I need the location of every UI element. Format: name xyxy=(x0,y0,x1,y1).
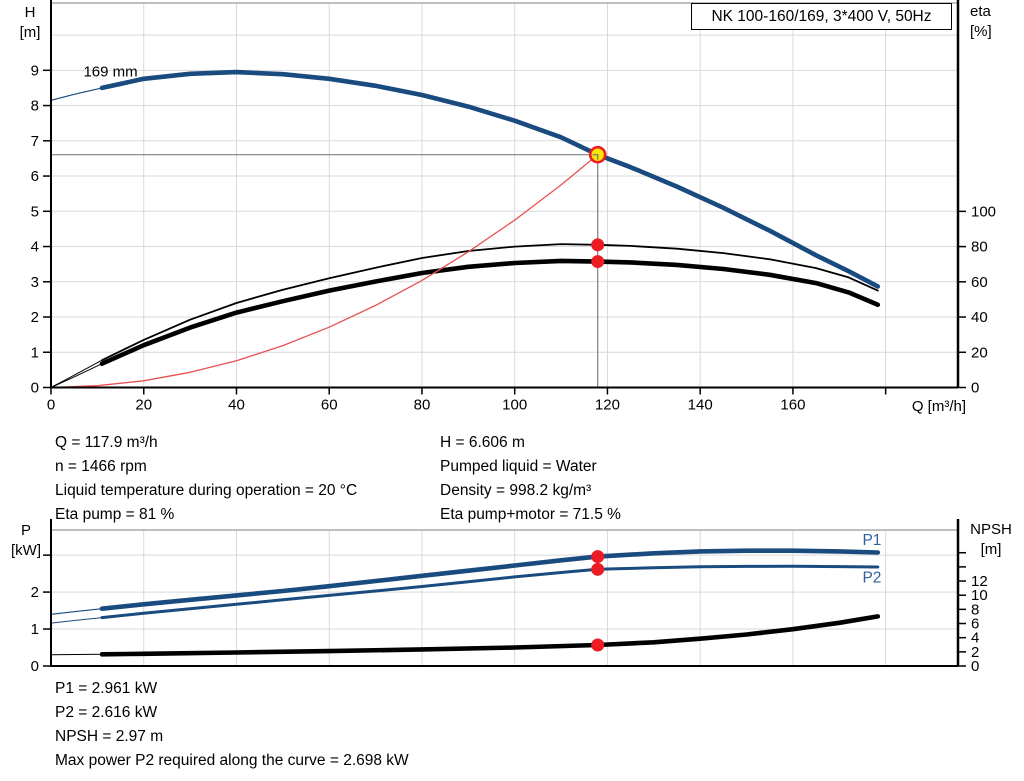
curve-label-169 mm: 169 mm xyxy=(83,64,137,81)
info-density: Density = 998.2 kg/m³ xyxy=(440,482,592,499)
y-tick-label-left: 1 xyxy=(31,344,39,361)
y-tick-label-right: 0 xyxy=(971,658,979,675)
operating-point-dot xyxy=(591,562,605,576)
y-tick-label-right: 0 xyxy=(971,380,979,397)
y-tick-label-left: 2 xyxy=(31,584,39,601)
curve-P1 xyxy=(50,608,103,615)
operating-point-dot xyxy=(591,638,605,652)
info-speed: n = 1466 rpm xyxy=(55,458,147,475)
y-tick-label-left: 2 xyxy=(31,309,39,326)
pump-title-box: NK 100-160/169, 3*400 V, 50Hz xyxy=(691,3,952,30)
operating-point-dot xyxy=(591,550,605,564)
y-tick-label-right: 60 xyxy=(971,274,988,291)
info-max-power: Max power P2 required along the curve = … xyxy=(55,752,409,769)
info-pumped-liquid: Pumped liquid = Water xyxy=(440,458,597,475)
head-efficiency-chart: 0 20 40 60 80 100 120 140 160 0 1 2 3 4 5 6 7 8 9 0 20 40 60 80… xyxy=(31,0,996,414)
operating-point-dot xyxy=(591,238,605,252)
y-tick-label-left: 7 xyxy=(31,133,39,150)
crosshair-corner-stub xyxy=(592,153,599,160)
x-tick-label: 100 xyxy=(502,397,527,414)
x-tick-label: 60 xyxy=(321,397,338,414)
info-head: H = 6.606 m xyxy=(440,434,525,451)
x-tick-label: 40 xyxy=(228,397,245,414)
y-tick-label-left: 4 xyxy=(31,239,39,256)
curve-label-P1: P1 xyxy=(862,532,881,549)
y-tick-label-left: 0 xyxy=(31,380,39,397)
info-eta-pump: Eta pump = 81 % xyxy=(55,506,175,523)
info-p1: P1 = 2.961 kW xyxy=(55,680,158,697)
curve-label-P2: P2 xyxy=(862,569,881,586)
info-npsh: NPSH = 2.97 m xyxy=(55,728,164,745)
duty-info-right: H = 6.606 m Pumped liquid = Water Densit… xyxy=(440,431,621,527)
y-tick-label-right: 2 xyxy=(971,644,979,661)
curve-P2 xyxy=(50,617,103,624)
operating-point-dot xyxy=(591,255,605,269)
y-tick-label-left: 9 xyxy=(31,62,39,79)
y-tick-label-left: 8 xyxy=(31,98,39,115)
duty-info-left: Q = 117.9 m³/h n = 1466 rpm Liquid tempe… xyxy=(55,431,357,527)
y-tick-label-right: 12 xyxy=(971,573,988,590)
power-info-block: P1 = 2.961 kW P2 = 2.616 kW NPSH = 2.97 … xyxy=(55,677,409,773)
curve-eta-pump xyxy=(101,243,879,362)
axis-title-eta: eta [%] xyxy=(970,3,992,40)
y-tick-label-right: 10 xyxy=(971,587,988,604)
axis-title-head: H [m] xyxy=(19,4,41,41)
y-tick-label-right: 6 xyxy=(971,616,979,633)
y-tick-label-right: 100 xyxy=(971,203,996,220)
info-flow: Q = 117.9 m³/h xyxy=(55,434,158,451)
curve-eta-pump xyxy=(50,359,103,388)
curve-P2 xyxy=(100,564,880,620)
x-tick-label: 20 xyxy=(135,397,152,414)
y-tick-label-right: 80 xyxy=(971,239,988,256)
x-tick-label: 120 xyxy=(595,397,620,414)
y-tick-label-left: 1 xyxy=(31,621,39,638)
y-tick-label-left: 5 xyxy=(31,203,39,220)
info-liquid-temp: Liquid temperature during operation = 20… xyxy=(55,482,358,499)
axis-title-power: P [kW] xyxy=(11,522,41,559)
y-tick-label-right: 8 xyxy=(971,601,979,618)
info-p2: P2 = 2.616 kW xyxy=(55,704,158,721)
curve-NPSH xyxy=(99,614,881,657)
y-tick-label-left: 0 xyxy=(31,658,39,675)
y-tick-label-right: 4 xyxy=(971,630,979,647)
x-tick-label: 80 xyxy=(414,397,431,414)
curve-head-curve-169mm xyxy=(50,87,103,101)
y-tick-label-left: 6 xyxy=(31,168,39,185)
axis-title-flow: Q [m³/h] xyxy=(911,398,966,415)
y-tick-label-left: 3 xyxy=(31,274,39,291)
info-eta-pump-motor: Eta pump+motor = 71.5 % xyxy=(440,506,621,523)
x-tick-label: 140 xyxy=(688,397,713,414)
x-tick-label: 160 xyxy=(780,397,805,414)
curve-eta-pump-motor xyxy=(99,258,881,367)
curve-head-curve-169mm xyxy=(99,69,881,289)
curve-P1 xyxy=(99,548,881,612)
curve-system-curve xyxy=(50,154,599,389)
x-tick-label: 0 xyxy=(47,397,55,414)
curve-eta-pump-motor xyxy=(50,363,103,388)
y-tick-label-right: 40 xyxy=(971,309,988,326)
axis-title-npsh: NPSH [m] xyxy=(970,521,1012,558)
y-tick-label-right: 20 xyxy=(971,344,988,361)
